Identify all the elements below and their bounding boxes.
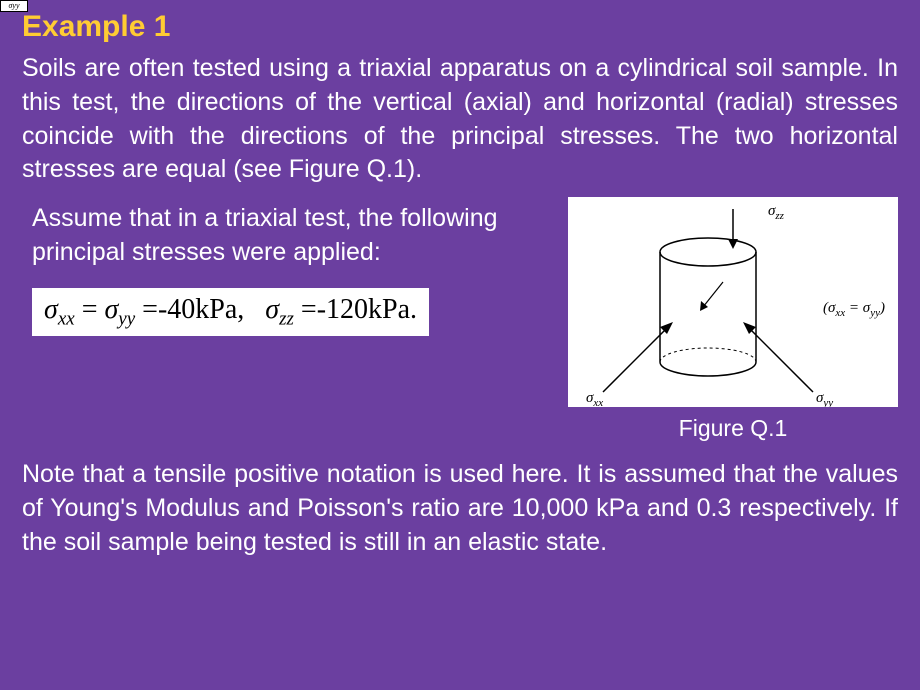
left-column: Assume that in a triaxial test, the foll… [32,197,553,336]
figure-wrapper: σzz σxx σyy (σxx = σyy) Figure Q.1 [568,197,898,442]
cylinder-bottom-back [660,348,756,362]
middle-row: Assume that in a triaxial test, the foll… [0,187,920,442]
label-sigma-xx: σxx [586,390,603,407]
label-sigma-zz: σzz [768,203,785,222]
triaxial-diagram: σzz σxx σyy (σxx = σyy) [568,197,898,407]
cylinder-bottom-front [660,362,756,376]
equation-box: σxx = σyy =-40kPa, σzz =-120kPa. [32,288,429,337]
arrow-xx [603,327,668,392]
subscript-zz: zz [279,308,294,329]
sigma-symbol: σ [104,294,118,325]
eq-val-2: =-120kPa. [301,294,417,325]
paragraph-2: Assume that in a triaxial test, the foll… [32,197,553,270]
figure-q1: σzz σxx σyy (σxx = σyy) [568,197,898,407]
arrow-yy [748,327,813,392]
example-title: Example 1 [0,0,920,52]
figure-caption: Figure Q.1 [679,415,788,442]
sigma-symbol: σ [265,294,279,325]
sigma-symbol: σ [44,294,58,325]
label-sigma-yy: σyy [816,390,833,407]
label-equality: (σxx = σyy) [823,300,885,319]
paragraph-1: Soils are often tested using a triaxial … [0,52,920,187]
corner-marker: σyy [0,0,28,12]
paragraph-3: Note that a tensile positive notation is… [0,442,920,559]
arrow-back [703,282,723,307]
cylinder-top [660,238,756,266]
subscript-xx: xx [58,308,75,329]
eq-val-1: =-40kPa, [142,294,244,325]
subscript-yy: yy [118,308,135,329]
